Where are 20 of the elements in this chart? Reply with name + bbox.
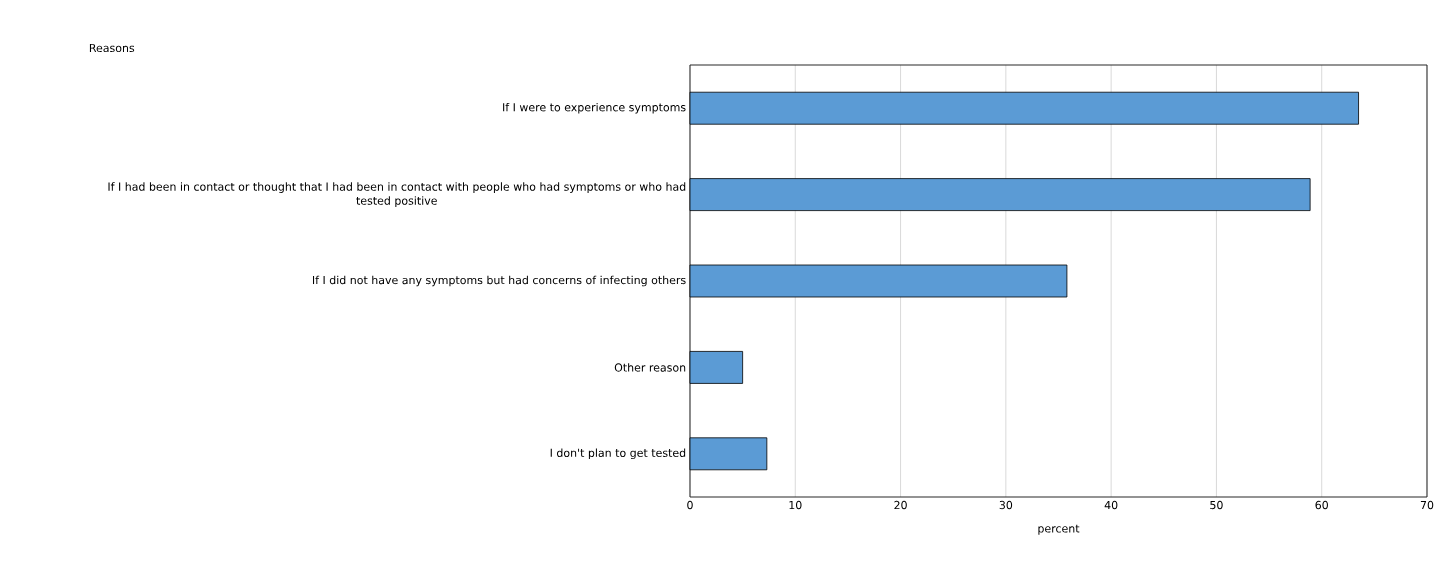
x-tick-label: 40 bbox=[1104, 500, 1118, 510]
bar bbox=[689, 437, 768, 471]
bar bbox=[689, 264, 1068, 298]
bar bbox=[689, 351, 744, 384]
y-tick-label: If I did not have any symptoms but had concerns of infecting others bbox=[312, 275, 686, 287]
x-tick-label: 70 bbox=[1420, 500, 1434, 510]
x-tick-label: 20 bbox=[894, 500, 907, 510]
x-tick-label: 60 bbox=[1315, 500, 1328, 510]
x-tick-label: 30 bbox=[999, 500, 1013, 510]
y-tick-label: If I were to experience symptoms bbox=[503, 102, 686, 114]
x-tick-label: 10 bbox=[789, 500, 802, 510]
x-tick-label: 0 bbox=[687, 500, 693, 510]
y-tick-label: Other reason bbox=[614, 363, 686, 372]
y-tick-label: I don't plan to get tested bbox=[550, 448, 686, 460]
bar bbox=[689, 91, 1359, 125]
x-tick-label: 50 bbox=[1210, 500, 1223, 510]
bar bbox=[689, 178, 1311, 212]
y-tick-label: If I had been in contact or thought that I had been in contact with people who had symptoms or who had tested positive bbox=[108, 182, 686, 207]
y-axis-title: Reasons bbox=[89, 43, 135, 53]
x-axis-title: percent bbox=[1038, 524, 1080, 535]
